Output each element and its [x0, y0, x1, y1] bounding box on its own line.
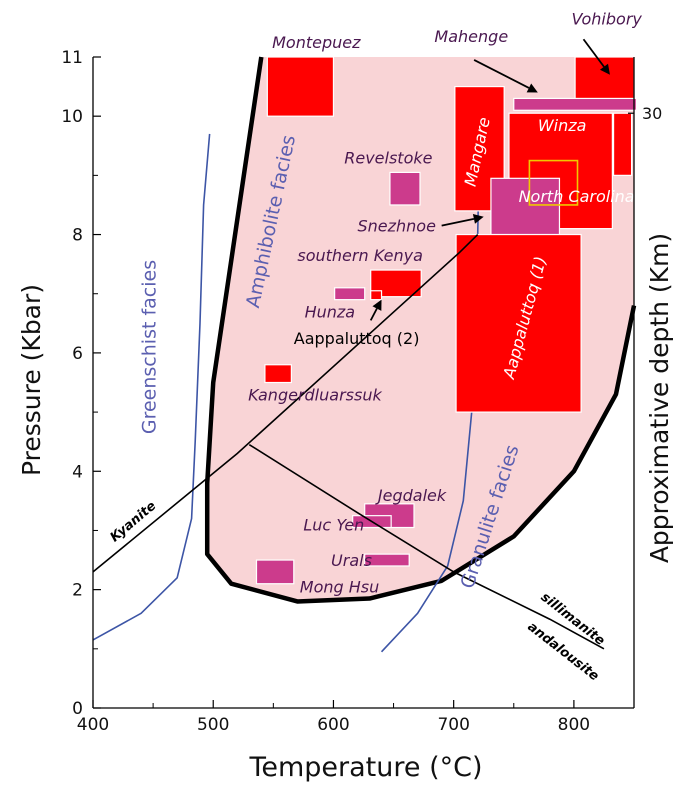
x-tick-label-800: 800	[558, 715, 590, 735]
x-tick-label-500: 500	[197, 715, 229, 735]
aappaluttoq-2-arrow-line	[369, 308, 378, 321]
vohibory-label: Vohibory	[571, 9, 642, 28]
winza-edge-box	[612, 112, 633, 176]
greenschist-facies-label: Greenschist facies	[139, 260, 161, 434]
winza-label: Winza	[538, 116, 587, 135]
y-axis-title: Pressure (Kbar)	[17, 284, 46, 476]
southern-kenya-label: southern Kenya	[297, 246, 423, 265]
urals-label: Urals	[331, 551, 372, 570]
montepuez-box	[266, 56, 335, 117]
vohibory-arrow-line	[582, 38, 605, 68]
snezhnoe-arrow-line	[441, 217, 475, 227]
hunza-label: Hunza	[305, 302, 356, 321]
axes-layer: 400 500 600 700 800 0 2 4 6 8 10 11 30	[61, 48, 662, 735]
revelstoke-box	[389, 171, 421, 206]
x-tick-label-400: 400	[77, 715, 109, 735]
snezhnoe-label: Snezhnoe	[357, 217, 436, 236]
y-tick-label-0: 0	[72, 699, 83, 719]
jegdalek-label: Jegdalek	[375, 486, 447, 505]
y-tick-label-10: 10	[61, 107, 83, 127]
north-carolina-highlight-box	[528, 159, 579, 206]
aappaluttoq-2-label: Aappaluttoq (2)	[294, 329, 420, 348]
greenschist-facies-line	[92, 133, 211, 641]
vohibory-box	[574, 56, 635, 105]
mahenge-label: Mahenge	[434, 27, 508, 46]
reaction-lines-layer	[92, 233, 605, 650]
kyanite-sillimanite-line	[92, 233, 479, 573]
deposit-boxes-layer	[255, 56, 638, 585]
luc-yen-label: Luc Yen	[303, 515, 364, 534]
aappaluttoq-1-box	[455, 233, 582, 413]
mahenge-arrow-head	[526, 83, 538, 93]
x-axis-title: Temperature (°C)	[248, 752, 482, 783]
y-tick-label-8: 8	[72, 226, 83, 246]
mahenge-arrow-line	[473, 59, 530, 89]
sillimanite-andalusite-line	[248, 443, 605, 650]
vohibory-arrow-head	[599, 63, 610, 75]
hunza-box	[334, 287, 366, 301]
north-carolina-label: North Carolina	[519, 187, 635, 206]
mong-hsu-box	[255, 559, 295, 585]
x-tick-label-700: 700	[437, 715, 469, 735]
x-tick-label-600: 600	[317, 715, 349, 735]
y-tick-label-2: 2	[72, 581, 83, 601]
snezhnoe-arrow-head	[472, 213, 484, 224]
kangerdluarssuk-label: Kangerdluarssuk	[248, 385, 382, 404]
mong-hsu-label: Mong Hsu	[300, 578, 379, 597]
arrows-layer	[369, 38, 610, 321]
y-tick-label-6: 6	[72, 344, 83, 364]
revelstoke-label: Revelstoke	[344, 149, 432, 168]
y2-tick-label-30: 30	[642, 104, 662, 123]
aappaluttoq-2-arrow-head	[372, 299, 382, 311]
y-tick-label-11: 11	[61, 48, 83, 68]
north-carolina-box	[490, 177, 561, 236]
mahenge-box	[513, 97, 638, 111]
y2-axis-title: Approximative depth (Km)	[645, 233, 674, 563]
montepuez-label: Montepuez	[272, 33, 361, 52]
kangerdluarssuk-box	[264, 364, 292, 384]
field-boundary-line	[204, 56, 637, 604]
y-tick-label-4: 4	[72, 462, 83, 482]
urals-box	[364, 553, 410, 567]
aappaluttoq-2-box	[370, 290, 383, 301]
